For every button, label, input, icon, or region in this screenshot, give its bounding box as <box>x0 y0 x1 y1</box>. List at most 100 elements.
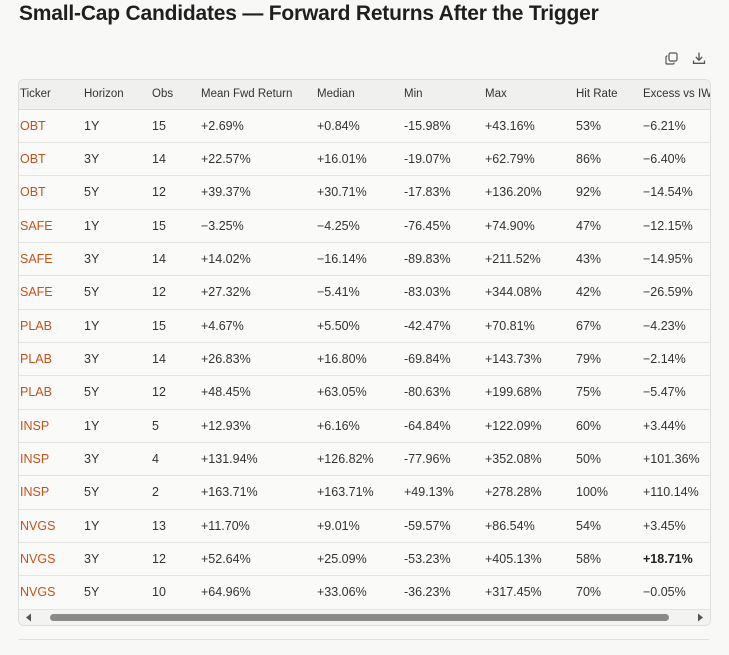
cell-mean-fwd-return: +163.71% <box>200 475 316 510</box>
cell-ticker: INSP <box>19 442 83 477</box>
cell-excess-vs-iw: −4.23% <box>642 309 710 343</box>
column-header-hit-rate: Hit Rate <box>575 80 642 110</box>
column-header-excess-vs-iw: Excess vs IW <box>642 80 710 110</box>
cell-excess-vs-iw: +3.45% <box>642 509 710 543</box>
column-header-median: Median <box>316 80 403 110</box>
cell-ticker: OBT <box>19 175 83 210</box>
cell-hit-rate: 67% <box>575 309 642 343</box>
cell-median: −5.41% <box>316 275 403 310</box>
cell-obs: 5 <box>151 409 200 443</box>
cell-median: +9.01% <box>316 509 403 543</box>
column-header-mean-fwd-return: Mean Fwd Return <box>200 80 316 110</box>
cell-median: +126.82% <box>316 442 403 477</box>
horizontal-scrollbar[interactable] <box>19 610 710 625</box>
cell-mean-fwd-return: +12.93% <box>200 409 316 443</box>
cell-hit-rate: 75% <box>575 375 642 410</box>
cell-ticker: INSP <box>19 409 83 443</box>
cell-min: -83.03% <box>403 275 484 310</box>
copy-button[interactable] <box>663 50 679 66</box>
table-row: NVGS 3Y 12 +52.64% +25.09% -53.23% +405.13% 58%… <box>19 542 710 577</box>
cell-obs: 12 <box>151 542 200 577</box>
cell-excess-vs-iw: +3.44% <box>642 409 710 443</box>
cell-max: +211.52% <box>484 242 575 277</box>
cell-mean-fwd-return: +14.02% <box>200 242 316 277</box>
cell-excess-vs-iw: −14.95% <box>642 242 710 277</box>
cell-min: -69.84% <box>403 342 484 377</box>
scroll-left-arrow-icon[interactable] <box>25 613 33 622</box>
cell-horizon: 1Y <box>83 209 151 243</box>
cell-mean-fwd-return: +131.94% <box>200 442 316 477</box>
cell-median: +0.84% <box>316 109 403 143</box>
cell-excess-vs-iw: −12.15% <box>642 209 710 243</box>
cell-mean-fwd-return: +4.67% <box>200 309 316 343</box>
forward-returns-table: Ticker Horizon Obs Mean Fwd Return Median Min… <box>19 80 710 610</box>
cell-horizon: 3Y <box>83 542 151 577</box>
table-row: SAFE 5Y 12 +27.32% −5.41% -83.03% +344.08% 42% −… <box>19 275 710 310</box>
cell-excess-vs-iw: −26.59% <box>642 275 710 310</box>
cell-median: +16.01% <box>316 142 403 177</box>
cell-median: +63.05% <box>316 375 403 410</box>
cell-median: +33.06% <box>316 575 403 610</box>
table-row: SAFE 1Y 15 −3.25% −4.25% -76.45% +74.90% 47% −12… <box>19 209 710 243</box>
cell-obs: 12 <box>151 175 200 210</box>
table-row: INSP 1Y 5 +12.93% +6.16% -64.84% +122.09% 60% +3… <box>19 409 710 443</box>
cell-excess-vs-iw: −5.47% <box>642 375 710 410</box>
cell-obs: 15 <box>151 309 200 343</box>
table-row: PLAB 5Y 12 +48.45% +63.05% -80.63% +199.68% 75%… <box>19 375 710 410</box>
scrollbar-thumb[interactable] <box>50 614 669 621</box>
download-button[interactable] <box>691 50 707 66</box>
cell-horizon: 1Y <box>83 509 151 543</box>
cell-min: +49.13% <box>403 475 484 510</box>
cell-median: −16.14% <box>316 242 403 277</box>
cell-median: +30.71% <box>316 175 403 210</box>
table-row: OBT 5Y 12 +39.37% +30.71% -17.83% +136.20% 92% −… <box>19 175 710 210</box>
cell-max: +122.09% <box>484 409 575 443</box>
cell-hit-rate: 70% <box>575 575 642 610</box>
cell-median: +6.16% <box>316 409 403 443</box>
cell-mean-fwd-return: −3.25% <box>200 209 316 243</box>
cell-ticker: PLAB <box>19 342 83 377</box>
cell-ticker: OBT <box>19 142 83 177</box>
cell-ticker: NVGS <box>19 542 83 577</box>
cell-obs: 12 <box>151 275 200 310</box>
cell-max: +199.68% <box>484 375 575 410</box>
cell-min: -53.23% <box>403 542 484 577</box>
cell-max: +43.16% <box>484 109 575 143</box>
cell-min: -76.45% <box>403 209 484 243</box>
cell-mean-fwd-return: +64.96% <box>200 575 316 610</box>
cell-max: +70.81% <box>484 309 575 343</box>
cell-min: -64.84% <box>403 409 484 443</box>
cell-median: +163.71% <box>316 475 403 510</box>
table-row: INSP 3Y 4 +131.94% +126.82% -77.96% +352.08% 50… <box>19 442 710 477</box>
cell-mean-fwd-return: +27.32% <box>200 275 316 310</box>
cell-horizon: 1Y <box>83 309 151 343</box>
table-body: OBT 1Y 15 +2.69% +0.84% -15.98% +43.16% 53% −6.2… <box>19 109 710 610</box>
cell-hit-rate: 86% <box>575 142 642 177</box>
cell-ticker: SAFE <box>19 275 83 310</box>
cell-max: +143.73% <box>484 342 575 377</box>
cell-max: +86.54% <box>484 509 575 543</box>
cell-hit-rate: 60% <box>575 409 642 443</box>
cell-ticker: PLAB <box>19 309 83 343</box>
cell-max: +405.13% <box>484 542 575 577</box>
cell-obs: 12 <box>151 375 200 410</box>
cell-median: +25.09% <box>316 542 403 577</box>
column-header-ticker: Ticker <box>19 80 83 110</box>
cell-ticker: SAFE <box>19 242 83 277</box>
cell-min: -77.96% <box>403 442 484 477</box>
cell-mean-fwd-return: +26.83% <box>200 342 316 377</box>
scroll-right-arrow-icon[interactable] <box>696 613 704 622</box>
cell-excess-vs-iw: −14.54% <box>642 175 710 210</box>
cell-ticker: OBT <box>19 109 83 143</box>
page-title: Small-Cap Candidates — Forward Returns A… <box>19 2 599 25</box>
cell-min: -36.23% <box>403 575 484 610</box>
cell-ticker: NVGS <box>19 575 83 610</box>
cell-obs: 13 <box>151 509 200 543</box>
cell-excess-vs-iw: −0.05% <box>642 575 710 610</box>
cell-max: +74.90% <box>484 209 575 243</box>
cell-max: +344.08% <box>484 275 575 310</box>
table-viewport[interactable]: Ticker Horizon Obs Mean Fwd Return Median Min… <box>19 80 710 610</box>
table-row: NVGS 1Y 13 +11.70% +9.01% -59.57% +86.54% 54% +3… <box>19 509 710 543</box>
table-row: INSP 5Y 2 +163.71% +163.71% +49.13% +278.28% 10… <box>19 475 710 510</box>
